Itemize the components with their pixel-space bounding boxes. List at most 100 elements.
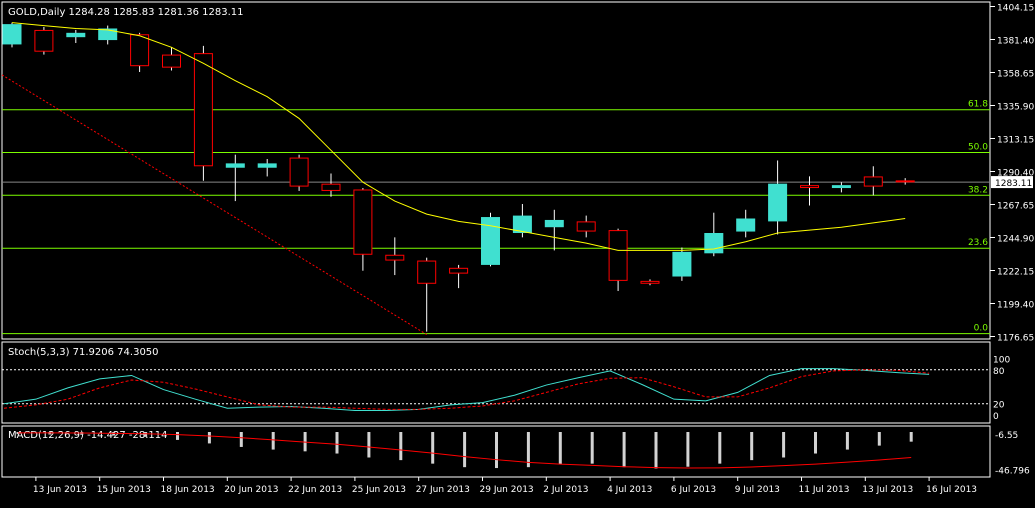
macd-title: MACD(12,26,9) -14.427 -28.114 — [8, 430, 168, 441]
candle — [417, 257, 437, 332]
stochastic-title: Stoch(5,3,3) 71.9206 74.3050 — [8, 347, 159, 358]
candle-body-bull — [512, 215, 532, 234]
trendline[interactable] — [1, 74, 427, 335]
candle-body-bear — [193, 53, 213, 167]
fib-level-label: 23.6 — [968, 238, 988, 248]
moving-average-line — [11, 22, 906, 251]
candle-body-bear — [576, 221, 596, 232]
candle-body-bull — [2, 24, 22, 45]
time-tick-label: 13 Jun 2013 — [33, 485, 87, 495]
stochastic-levels — [2, 369, 990, 405]
time-axis: 13 Jun 2013 15 Jun 2013 18 Jun 2013 20 Jun … — [33, 477, 977, 495]
macd-bar — [877, 432, 881, 446]
price-tick-label: 1176.65 — [997, 334, 1034, 344]
macd-bar — [526, 432, 530, 468]
candle-body-bull — [257, 163, 277, 168]
candle — [800, 176, 819, 206]
macd-pane[interactable]: MACD(12,26,9) -14.427 -28.114 -6.55 -46.7… — [1, 425, 1030, 478]
stochastic-tick-label: 80 — [993, 367, 1005, 377]
candle-body-bear — [130, 34, 150, 67]
price-tick-label: 1358.65 — [997, 70, 1034, 80]
macd-histogram — [16, 432, 913, 469]
macd-tick-label: -46.796 — [995, 467, 1030, 477]
price-pane-title: GOLD,Daily 1284.28 1285.83 1281.36 1283.… — [8, 7, 244, 18]
macd-bar — [431, 432, 435, 464]
candle — [863, 166, 883, 196]
candle — [225, 154, 245, 202]
candle — [34, 27, 54, 55]
candle-body-bear — [321, 183, 341, 191]
macd-bar — [495, 432, 498, 469]
macd-bar — [590, 432, 594, 464]
time-tick-label: 11 Jul 2013 — [799, 485, 850, 495]
time-tick-label: 16 Jul 2013 — [926, 485, 977, 495]
time-tick-label: 4 Jul 2013 — [607, 485, 652, 495]
time-tick-label: 18 Jun 2013 — [161, 485, 215, 495]
candle — [289, 154, 309, 191]
candle-body-bull — [831, 185, 851, 189]
candle-body-bull — [704, 233, 724, 254]
candle — [353, 188, 373, 271]
time-tick-label: 29 Jun 2013 — [480, 485, 534, 495]
macd-bar — [207, 432, 211, 444]
candle — [672, 247, 692, 281]
macd-bar — [463, 432, 467, 468]
macd-tick-label: -6.55 — [995, 431, 1018, 441]
time-tick-label: 2 Jul 2013 — [543, 485, 588, 495]
price-tick-label: 1290.40 — [997, 169, 1034, 179]
macd-bar — [399, 432, 403, 461]
macd-bar — [558, 432, 562, 465]
candle — [385, 237, 405, 276]
macd-signal-line — [18, 432, 912, 469]
macd-bar — [750, 432, 754, 461]
candle-body-bull — [225, 163, 245, 168]
candle-body-bear — [34, 29, 54, 52]
price-tick-label: 1199.40 — [997, 301, 1034, 311]
candle-body-bear — [289, 157, 309, 187]
candle — [640, 279, 660, 286]
candle-body-bear — [449, 267, 469, 274]
candle — [544, 209, 564, 251]
price-tick-label: 1222.15 — [997, 268, 1034, 278]
stochastic-tick-label: 0 — [993, 412, 999, 422]
price-tick-label: 1404.15 — [997, 4, 1034, 14]
time-tick-label: 22 Jun 2013 — [288, 485, 342, 495]
candle — [257, 159, 277, 177]
candle — [130, 32, 150, 72]
macd-bar — [686, 432, 690, 467]
fib-level-label: 50.0 — [968, 142, 988, 152]
time-tick-label: 25 Jun 2013 — [352, 485, 406, 495]
price-tick-label: 1244.90 — [997, 235, 1034, 245]
macd-bar — [909, 432, 913, 442]
candle-body-bull — [544, 219, 564, 228]
candle — [321, 173, 341, 197]
moving-average — [11, 22, 906, 251]
fibonacci-levels[interactable]: 0.0 23.6 38.2 50.0 61.8 — [2, 100, 990, 335]
candle — [449, 264, 469, 289]
candle-body-bull — [98, 28, 118, 41]
time-tick-label: 13 Jul 2013 — [862, 485, 913, 495]
macd-axis: -6.55 -46.796 — [995, 431, 1030, 476]
time-tick-label: 15 Jun 2013 — [97, 485, 151, 495]
macd-bar — [718, 432, 722, 464]
candle — [736, 209, 756, 238]
price-tick-label: 1313.15 — [997, 136, 1034, 146]
candle — [608, 228, 628, 292]
candle-body-bull — [481, 217, 500, 265]
stochastic-pane-frame — [1, 341, 991, 424]
stochastic-tick-label: 20 — [993, 401, 1005, 411]
price-axis: 1404.15 1381.40 1358.65 1335.90 1313.15 1290.… — [990, 4, 1034, 344]
fib-level-label: 61.8 — [968, 100, 988, 110]
current-price-label: 1283.11 — [995, 179, 1032, 189]
candle-body-bull — [736, 218, 756, 232]
macd-bar — [622, 432, 626, 468]
candle-body-bear — [162, 54, 181, 68]
macd-pane-frame — [1, 425, 991, 478]
macd-bar — [335, 432, 339, 454]
price-pane[interactable]: GOLD,Daily 1284.28 1285.83 1281.36 1283.… — [1, 1, 1034, 344]
candle-body-bear — [417, 260, 437, 284]
candle — [66, 29, 86, 43]
